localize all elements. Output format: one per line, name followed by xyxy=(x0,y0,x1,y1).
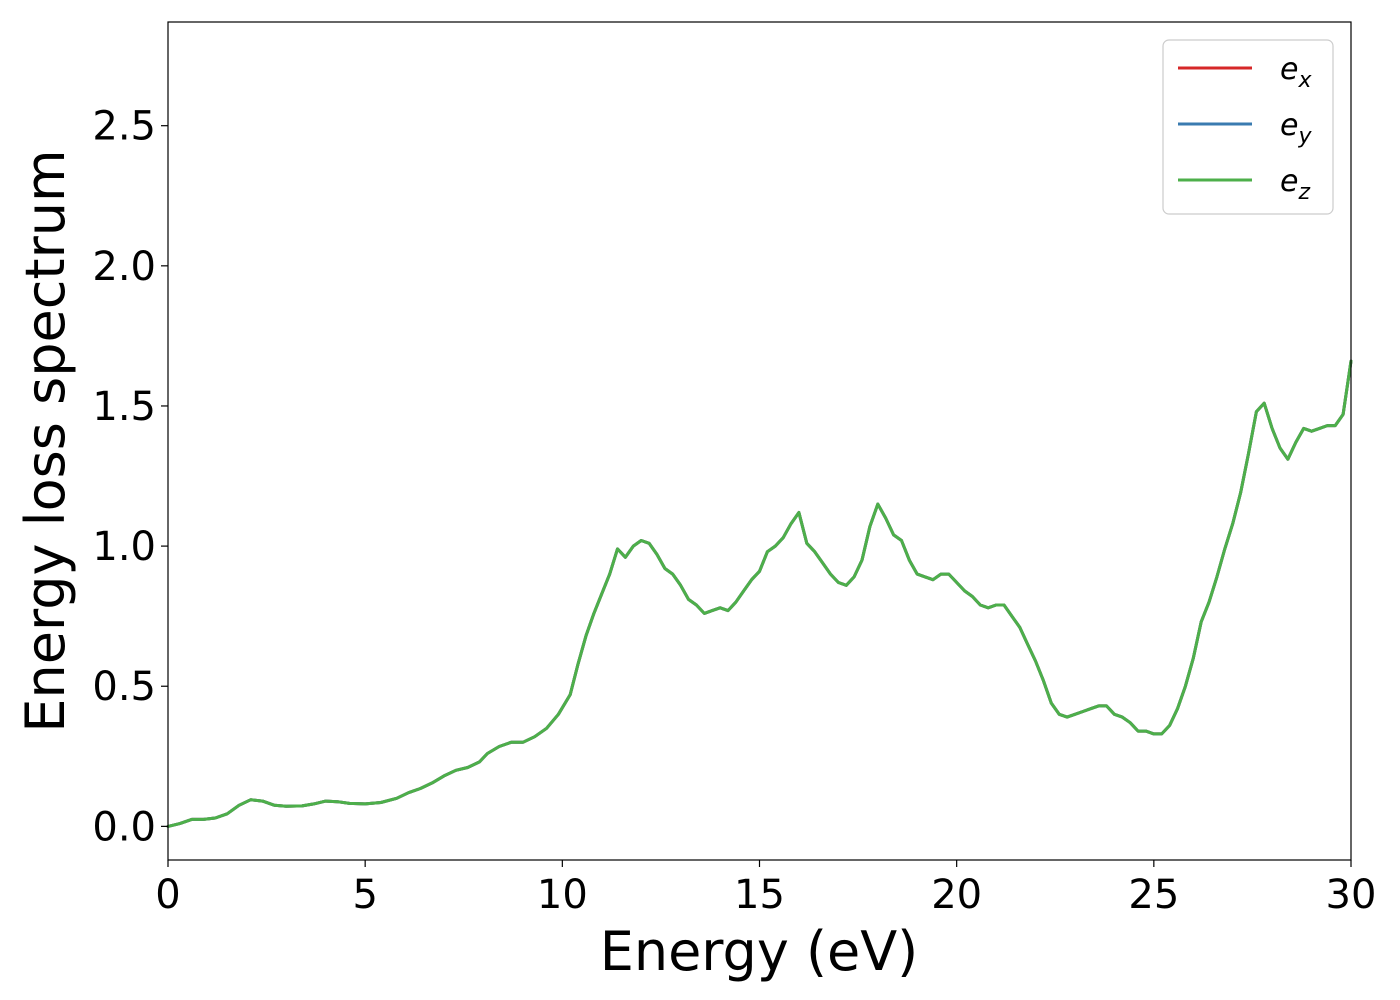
x-tick-label: 30 xyxy=(1326,872,1377,918)
y-axis-ticks: 0.0 0.5 1.0 1.5 2.0 2.5 xyxy=(92,104,168,850)
y-tick-label: 2.5 xyxy=(92,104,156,150)
x-axis-title: Energy (eV) xyxy=(600,920,919,983)
y-tick-label: 0.5 xyxy=(92,664,156,710)
series-line-y xyxy=(166,359,1353,828)
y-axis-title: Energy loss spectrum xyxy=(14,149,77,732)
x-axis-ticks: 0 5 10 15 20 25 30 xyxy=(155,860,1376,918)
x-tick-label: 20 xyxy=(931,872,982,918)
x-tick-label: 0 xyxy=(155,872,180,918)
x-tick-label: 5 xyxy=(352,872,377,918)
x-tick-label: 10 xyxy=(537,872,588,918)
legend-items: ex ey ez xyxy=(1178,52,1312,205)
x-tick-label: 15 xyxy=(734,872,785,918)
series-layer xyxy=(166,359,1353,828)
series-line-z xyxy=(166,359,1353,828)
legend-frame xyxy=(1162,39,1334,215)
x-tick-label: 25 xyxy=(1128,872,1179,918)
y-tick-label: 1.5 xyxy=(92,384,156,430)
y-tick-label: 1.0 xyxy=(92,524,156,570)
series-line-x xyxy=(166,359,1353,828)
legend: ex ey ez xyxy=(1162,39,1334,215)
legend-label-z: ez xyxy=(1280,164,1310,205)
y-tick-label: 0.0 xyxy=(92,804,156,850)
legend-label-y: ey xyxy=(1280,108,1312,149)
legend-label-x: ex xyxy=(1280,52,1312,93)
y-tick-label: 2.0 xyxy=(92,244,156,290)
